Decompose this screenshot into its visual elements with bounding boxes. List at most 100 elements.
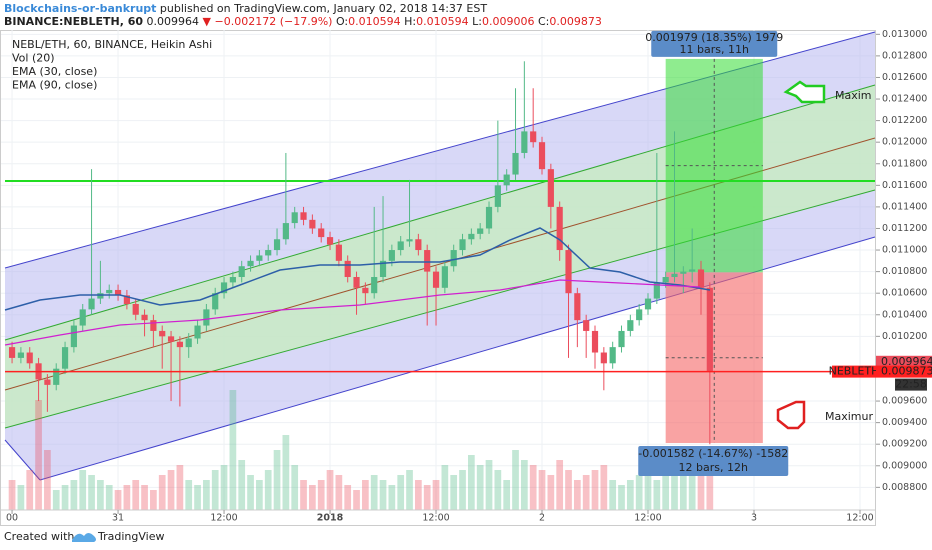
footer: Created with TradingView [4,530,164,543]
volume-bar [423,485,431,510]
volume-bar [459,470,466,510]
o-val: 0.010594 [348,15,401,28]
volume-bar [317,480,325,510]
candle-body [88,298,95,310]
hand-green [783,80,826,104]
volume-bar [123,485,131,510]
volume-bar [582,475,590,510]
candle-body [432,271,440,288]
change: −0.002172 (−17.9%) [215,15,333,28]
volume-bar [441,465,449,510]
candle-body [106,289,113,294]
pane-border [0,30,876,526]
l-key: L: [472,15,482,28]
volume-bar [697,460,705,510]
candle-body [538,142,546,170]
candle-body [53,368,60,385]
y-tick-label: 0.009600 [882,396,927,407]
candle-body [159,330,166,337]
candle-body [97,293,104,299]
volume-bar [167,470,175,510]
x-tick-label: 12:00 [210,513,237,524]
candle-body [574,293,581,321]
candle-body [194,325,201,339]
c-val: 0.009873 [549,15,602,28]
volume-bar [512,450,519,510]
candle-body [689,269,696,272]
candle-body [282,223,289,240]
channel-inner [5,85,875,428]
volume-bar [132,480,140,510]
l-val: 0.009006 [482,15,535,28]
candle-body [415,239,422,251]
volume-bar [264,470,272,510]
volume-bar [591,470,599,510]
candle-body [371,277,378,294]
volume-bar [476,465,484,510]
y-tick-label: 0.010600 [882,288,927,299]
h-key: H: [404,15,416,28]
volume-bar [44,450,51,510]
footer-created: Created with [4,530,74,543]
volume-bar [397,475,405,510]
volume-bar [256,480,263,510]
candle-body [220,282,228,294]
volume-bar [150,490,157,510]
candle-body [132,303,139,315]
volume-bar [679,450,687,510]
candle-body [583,320,590,331]
volume-bar [8,480,16,510]
volume-bar [273,450,281,510]
volume-bar [520,460,528,510]
candle-body [503,174,510,186]
volume-bar [653,480,661,510]
ema-90 [4,279,701,346]
candle-body [79,309,86,326]
volume-bar [618,485,625,510]
candle-body [344,260,351,278]
volume-bar [220,465,228,510]
y-tick-label: 0.010800 [882,266,927,277]
stop-bars: 12 bars, 12h [679,461,748,474]
candle-body [70,325,77,348]
candle-body [353,277,360,288]
volume-bar [229,390,237,510]
countdown-tag [895,378,927,391]
volume-bar [300,480,307,510]
volume-bar [203,480,210,510]
volume-bar [70,480,78,510]
candle-body [636,309,643,321]
legend-entry: NEBL/ETH, 60, BINANCE, Heikin Ashi [12,38,212,51]
ema-30 [4,227,711,311]
candle-body [114,289,122,296]
candle-body [512,152,519,175]
candle-body [61,347,69,369]
candle-body [547,169,554,207]
candle-body [485,206,493,229]
volume-bar [379,480,387,510]
volume-bar [565,470,572,510]
y-tick-label: 0.012000 [882,137,927,148]
candle-body [26,352,33,364]
candle-body [238,266,245,278]
symbol-line: BINANCE:NEBLETH, 60 0.009964 ▼ −0.002172… [4,15,602,28]
footer-brand: TradingView [97,530,164,543]
y-tick-label: 0.008800 [882,482,927,493]
volume-bar [247,475,254,510]
volume-bar [662,465,670,510]
hand-icon [783,80,826,104]
volume-bar [485,460,493,510]
y-tick-label: 0.011200 [882,223,927,234]
volume-bar [644,470,652,510]
last-price-label: 0.009964 [881,355,932,368]
volume-bar [211,470,219,510]
candle-body [141,314,148,321]
x-tick-label: 2018 [317,513,344,524]
volume-bar [406,470,413,510]
volume-bar [450,475,458,510]
y-tick-label: 0.009400 [882,417,927,428]
volume-bar [362,480,369,510]
symbol: BINANCE:NEBLETH, 60 [4,15,143,28]
volume-bar [503,480,511,510]
plot [5,58,875,510]
